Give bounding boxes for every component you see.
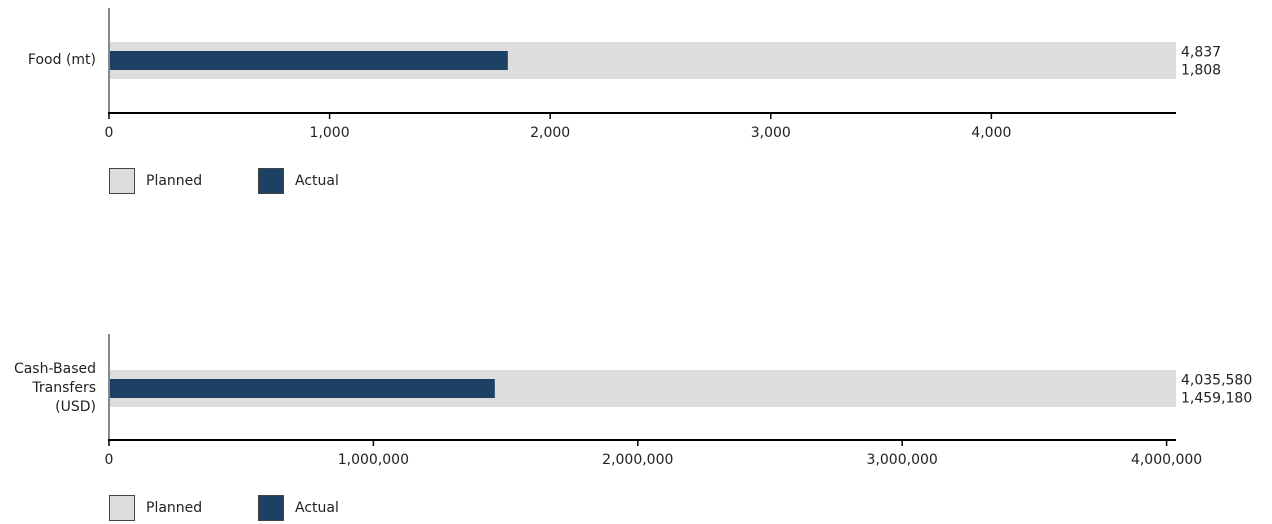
- food-chart-panel: 0 1,000 2,000 3,000 4,000 4,837 1,808 Food (mt…: [28, 8, 1221, 194]
- x-tick-label: 3,000: [751, 125, 791, 141]
- legend-planned-swatch: [109, 168, 135, 194]
- planned-value-label: 4,837: [1181, 45, 1221, 61]
- food-chart: 0 1,000 2,000 3,000 4,000 4,837 1,808: [105, 8, 1221, 141]
- x-tick-label: 0: [105, 452, 114, 468]
- x-tick-label: 1,000,000: [338, 452, 409, 468]
- x-tick-label: 2,000: [530, 125, 570, 141]
- actual-value-label: 1,459,180: [1181, 391, 1252, 407]
- actual-value-label: 1,808: [1181, 63, 1221, 79]
- legend-actual-swatch: [258, 168, 284, 194]
- legend-actual: Actual: [258, 495, 339, 521]
- category-label-line: Food (mt): [27, 52, 96, 68]
- x-tick-label: 3,000,000: [867, 452, 938, 468]
- category-label-line: (USD): [55, 399, 96, 415]
- x-tick-label: 4,000,000: [1131, 452, 1202, 468]
- legend-planned-label: Planned: [146, 500, 203, 516]
- actual-bar: [109, 379, 495, 398]
- x-tick-label: 2,000,000: [602, 452, 673, 468]
- legend-actual-label: Actual: [295, 500, 339, 516]
- legend-planned: Planned: [109, 495, 202, 521]
- x-tick-label: 0: [105, 125, 114, 141]
- legend-planned-label: Planned: [146, 173, 203, 189]
- food-category-label: Food (mt): [28, 51, 96, 70]
- actual-bar: [109, 51, 508, 70]
- category-label-line: Cash-Based: [13, 361, 96, 377]
- legend-planned: Planned: [109, 168, 202, 194]
- legend-actual-label: Actual: [295, 173, 339, 189]
- category-label-line: Transfers: [32, 380, 96, 396]
- legend-actual-swatch: [258, 495, 284, 521]
- x-tick-label: 4,000: [971, 125, 1011, 141]
- cash-transfers-category-label: Cash-Based Transfers (USD): [14, 360, 96, 417]
- cash-transfers-chart-panel: 0 1,000,000 2,000,000 3,000,000 4,000,000 4,0…: [0, 262, 1272, 524]
- legend-planned-swatch: [109, 495, 135, 521]
- cash-transfers-chart: 0 1,000,000 2,000,000 3,000,000 4,000,000 4,0…: [105, 334, 1252, 468]
- planned-value-label: 4,035,580: [1181, 373, 1252, 389]
- x-tick-label: 1,000: [310, 125, 350, 141]
- legend-actual: Actual: [258, 168, 339, 194]
